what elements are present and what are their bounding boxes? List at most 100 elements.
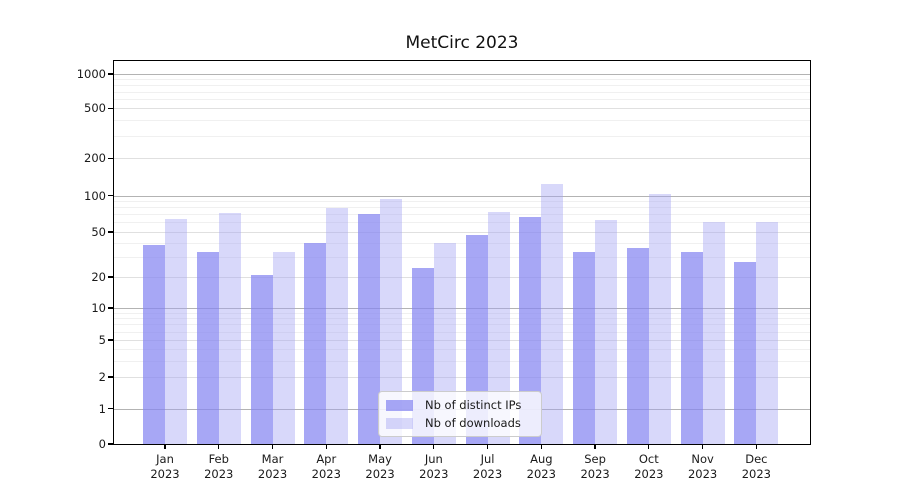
y-tick-label-500: 500 [84,101,106,116]
bar-distinct-ips-may [358,213,381,444]
x-tick-label-jul-2023: Jul 2023 [472,452,503,481]
legend-label-downloads: Nb of downloads [425,416,521,430]
gridline-500 [114,108,810,110]
legend-entry-downloads: Nb of downloads [386,416,534,430]
chart-title: MetCirc 2023 [405,33,519,53]
gridline-400 [114,120,810,122]
gridline-50 [114,232,810,233]
bar-downloads-nov [702,221,725,444]
bar-distinct-ips-apr [304,242,327,444]
x-tick-label-jan-2023: Jan 2023 [150,452,180,481]
y-tick-500 [108,107,113,109]
x-tick-dec [755,444,757,449]
gridline-7 [114,324,810,326]
x-tick-label-dec-2023: Dec 2023 [741,452,771,481]
gridline-9 [114,312,810,314]
gridline-8 [114,318,810,320]
bar-distinct-ips-nov [680,252,703,444]
y-tick-label-50: 50 [91,225,106,239]
x-tick-apr [325,444,327,449]
x-tick-label-apr-2023: Apr 2023 [311,452,341,481]
legend-swatch-distinct-ips [386,399,413,411]
bar-distinct-ips-dec [734,262,757,444]
bar-downloads-feb [218,212,241,444]
gridline-10 [114,308,810,309]
x-tick-label-sep-2023: Sep 2023 [580,452,610,481]
x-tick-label-mar-2023: Mar 2023 [257,452,288,481]
gridline-60 [114,222,810,224]
x-tick-nov [702,444,704,449]
y-tick-1000 [108,73,113,75]
x-tick-jul [486,444,489,449]
y-tick-label-100: 100 [84,188,106,203]
x-tick-label-oct-2023: Oct 2023 [634,452,664,481]
legend-entry-distinct-ips: Nb of distinct IPs [386,398,534,412]
gridline-800 [114,85,810,87]
gridline-20 [114,277,810,278]
bar-distinct-ips-feb [196,252,219,444]
bar-downloads-mar [272,252,295,444]
bar-downloads-jul [487,212,510,444]
y-tick-100 [108,194,113,197]
bar-downloads-aug [541,183,564,444]
gridline-600 [114,99,810,101]
y-tick-label-1: 1 [98,401,106,416]
y-tick-label-20: 20 [91,270,106,284]
gridline-5 [114,340,810,341]
y-tick-200 [108,157,113,159]
y-tick-label-5: 5 [98,333,106,347]
gridline-6 [114,331,810,333]
y-tick-0 [108,443,113,445]
gridline-900 [114,79,810,81]
bar-distinct-ips-jan [143,245,165,444]
gridline-80 [114,207,810,209]
plot-frame [113,60,811,445]
gridline-70 [114,214,810,216]
y-tick-5 [108,339,113,341]
gridline-300 [114,136,810,138]
y-tick-label-200: 200 [84,151,106,166]
bar-downloads-apr [326,207,349,444]
gridline-1000 [114,74,810,75]
bar-distinct-ips-aug [519,217,542,444]
x-tick-label-may-2023: May 2023 [365,452,395,481]
bar-distinct-ips-mar [250,274,273,444]
y-tick-10 [108,307,113,309]
bar-distinct-ips-sep [573,252,596,444]
bar-downloads-jan [165,219,187,444]
x-tick-jun [433,444,435,449]
legend-swatch-downloads [386,417,413,429]
bar-downloads-sep [595,219,618,444]
gridline-700 [114,91,810,93]
x-tick-label-feb-2023: Feb 2023 [204,452,234,481]
x-tick-label-jun-2023: Jun 2023 [419,452,449,481]
x-tick-oct [648,444,650,449]
y-tick-label-1000: 1000 [76,67,106,81]
x-tick-feb [218,444,220,449]
x-tick-aug [540,444,542,449]
bar-downloads-oct [648,194,671,444]
gridline-3 [114,360,810,362]
legend-label-distinct-ips: Nb of distinct IPs [425,398,522,412]
gridline-100 [114,195,810,197]
gridline-2 [114,377,810,378]
bar-downloads-may [380,199,403,444]
gridline-200 [114,158,810,160]
y-tick-label-10: 10 [91,301,106,315]
x-tick-may [379,444,381,449]
y-tick-label-2: 2 [98,370,106,384]
gridline-90 [114,201,810,203]
bar-distinct-ips-oct [626,248,649,444]
gridline-30 [114,257,810,259]
x-tick-jan [164,444,166,449]
y-tick-2 [108,376,113,378]
y-tick-20 [108,276,113,278]
x-tick-label-aug-2023: Aug 2023 [526,452,556,481]
y-tick-1 [108,407,113,410]
y-tick-50 [108,231,113,233]
x-tick-label-nov-2023: Nov 2023 [687,452,718,481]
y-tick-label-0: 0 [98,437,106,451]
bar-downloads-dec [756,222,779,444]
gridline-40 [114,242,810,244]
